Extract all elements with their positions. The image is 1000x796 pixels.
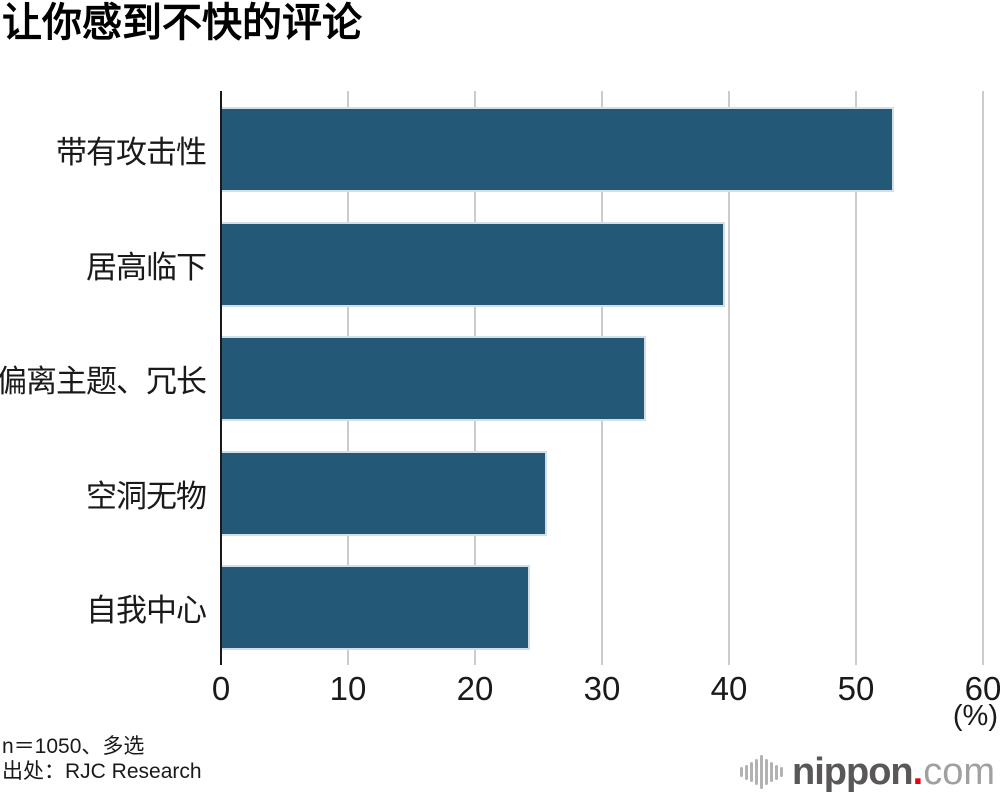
x-tick-label: 20 — [456, 670, 494, 707]
bar — [222, 452, 545, 534]
logo-text: nippon.com — [792, 753, 995, 791]
nippon-com-logo: nippon.com — [740, 753, 995, 791]
bar — [222, 567, 529, 648]
x-tick-label: 60 — [964, 670, 1000, 707]
footnotes: n＝1050、多选 出处：RJC Research — [2, 734, 202, 784]
category-label: 偏离主题、冗长 — [0, 364, 207, 399]
source-note: 出处：RJC Research — [2, 760, 202, 783]
x-tick-label: 0 — [211, 670, 231, 707]
x-tick-label: 10 — [329, 670, 367, 707]
bar — [222, 338, 644, 419]
x-tick-label: 30 — [583, 670, 621, 707]
y-axis-line — [220, 91, 222, 665]
category-label: 带有攻击性 — [56, 135, 207, 170]
x-tick-label: 50 — [837, 670, 875, 707]
category-label: 居高临下 — [86, 249, 207, 285]
sample-size-note: n＝1050、多选 — [2, 735, 145, 758]
chart-title: 让你感到不快的评论 — [2, 1, 362, 45]
gridline — [855, 91, 857, 665]
gridline — [728, 91, 730, 665]
logo-text-light: com — [923, 751, 995, 793]
bar — [222, 109, 892, 190]
x-axis-unit-label: (%) — [952, 700, 998, 732]
bar-chart: (%) 0 10 20 30 40 50 60 带有攻击性居高临下偏离主题、冗长空洞无物自我中… — [0, 91, 1000, 732]
sound-wave-icon — [740, 753, 784, 791]
bar — [222, 223, 723, 305]
category-label: 空洞无物 — [86, 478, 207, 514]
logo-text-bold: nippon — [792, 751, 914, 793]
logo-red-dot: . — [912, 751, 924, 793]
gridline — [982, 91, 984, 665]
category-label: 自我中心 — [86, 593, 207, 628]
x-tick-label: 40 — [710, 670, 748, 707]
